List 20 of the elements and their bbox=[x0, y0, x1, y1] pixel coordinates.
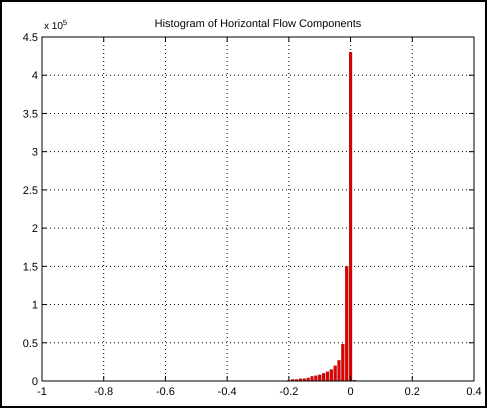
y-tick-label: 0 bbox=[32, 376, 38, 388]
y-tick-label: 4.5 bbox=[22, 32, 38, 44]
y-tick-label: 0.5 bbox=[22, 338, 38, 350]
x-tick-label: -0.2 bbox=[279, 386, 298, 398]
x-tick-label: -1 bbox=[37, 386, 47, 398]
x-tick-label: -0.4 bbox=[218, 386, 237, 398]
x-tick-label: -0.8 bbox=[94, 386, 114, 398]
y-tick-label: 3.5 bbox=[22, 108, 38, 120]
y-tick-label: 1.5 bbox=[22, 261, 38, 274]
y-tick-label: 3 bbox=[32, 146, 38, 159]
text: x 10$^{5}$ bbox=[44, 18, 68, 32]
y-tick-label: 1 bbox=[32, 300, 38, 312]
x-tick-label: 0 bbox=[348, 386, 354, 398]
y-tick-label: 4 bbox=[32, 70, 38, 82]
chart-title: Histogram of Horizontal Flow Components bbox=[154, 18, 362, 30]
y-tick-label: 2 bbox=[32, 223, 38, 236]
y-tick-label: 2.5 bbox=[22, 184, 38, 197]
x-tick-label: -0.6 bbox=[156, 386, 175, 398]
x-tick-label: 0.4 bbox=[466, 386, 482, 398]
x-tick-label: 0.2 bbox=[404, 386, 420, 398]
